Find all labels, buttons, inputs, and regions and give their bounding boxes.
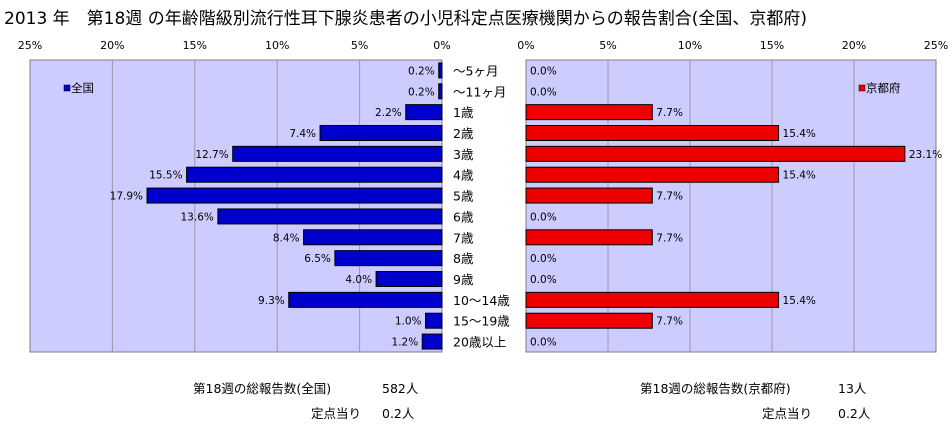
x-tick-label: 0% [433,39,450,52]
category-label: ～11ヶ月 [453,84,506,99]
category-label: 20歳以上 [453,335,506,350]
data-label: 1.0% [395,316,422,328]
data-label: 7.7% [656,316,683,328]
bar [146,187,443,204]
data-label: 7.7% [656,107,683,119]
bar [405,104,443,121]
national-total-label: 第18週の総報告数(全国) [193,381,332,396]
kyoto-chart-panel: 0% 5% 10% 15% 20% 25% 0.0% 0.0% 7.7% 15.4% 23.1% 15… [517,39,948,353]
category-label: ～5ヶ月 [453,63,498,78]
x-tick-label: 20% [100,39,124,52]
national-per-label: 定点当り [311,406,362,421]
data-label: 0.2% [408,65,435,77]
category-labels: ～5ヶ月 ～11ヶ月 1歳 2歳 3歳 4歳 5歳 6歳 7歳 8歳 9歳 10～14歳 15～19歳 2… [453,63,510,349]
legend-label: 全国 [71,81,94,95]
data-label: 15.5% [149,170,182,182]
x-tick-label: 25% [18,39,42,52]
category-label: 5歳 [453,189,474,204]
category-label: 9歳 [453,272,474,287]
data-label: 0.0% [530,211,557,223]
data-label: 17.9% [110,191,143,203]
category-label: 8歳 [453,251,474,266]
bar [525,187,653,204]
x-tick-label: 25% [924,39,948,52]
bar [525,145,906,162]
legend-label: 京都府 [866,81,901,95]
x-tick-label: 15% [760,39,784,52]
kyoto-per-value: 0.2人 [838,406,871,421]
bar [438,62,443,79]
data-label: 9.3% [258,295,285,307]
bar [421,333,443,350]
data-label: 0.0% [530,86,557,98]
data-label: 6.5% [304,253,331,265]
plot-area [525,59,937,353]
bar [232,145,443,162]
bar [288,291,443,308]
kyoto-total-label: 第18週の総報告数(京都府) [640,381,791,396]
legend-swatch [858,84,866,92]
category-label: 7歳 [453,230,474,245]
x-tick-label: 20% [842,39,866,52]
bar [525,104,653,121]
data-label: 4.0% [345,274,372,286]
data-label: 23.1% [909,149,942,161]
data-label: 0.0% [530,337,557,349]
x-tick-label: 15% [183,39,207,52]
bar [217,208,443,225]
data-label: 0.0% [530,65,557,77]
x-tick-label: 10% [265,39,289,52]
kyoto-per-label: 定点当り [762,406,813,421]
category-label: 15～19歳 [453,314,510,329]
bar [319,125,443,141]
category-label: 1歳 [453,105,474,120]
national-chart-panel: 25% 20% 15% 10% 5% 0% 0.2% 0.2% 2.2% 7.4% 12.7% 15.… [18,39,451,353]
data-label: 13.6% [181,211,214,223]
x-tick-label: 10% [678,39,702,52]
category-label: 2歳 [453,126,474,141]
x-tick-label: 0% [517,39,534,52]
data-label: 15.4% [783,128,816,140]
x-tick-label: 5% [351,39,368,52]
bar [525,312,653,329]
x-tick-label: 5% [599,39,616,52]
data-label: 2.2% [375,107,402,119]
bar [438,83,443,100]
bar [525,229,653,246]
kyoto-total-value: 13人 [838,381,867,396]
category-label: 4歳 [453,168,474,183]
category-label: 3歳 [453,147,474,162]
bar [186,166,443,183]
bar [525,291,780,308]
category-label: 6歳 [453,209,474,224]
bar [525,125,780,141]
bar [375,271,443,287]
bar [425,312,443,329]
data-label: 0.0% [530,253,557,265]
national-total-value: 582人 [382,381,419,396]
data-label: 0.2% [408,86,435,98]
data-label: 12.7% [195,149,228,161]
data-label: 7.4% [289,128,316,140]
national-per-value: 0.2人 [382,406,415,421]
legend-swatch [63,84,71,92]
data-label: 15.4% [783,295,816,307]
chart-title: 2013 年 第18週 の年齢階級別流行性耳下腺炎患者の小児科定点医療機関からの… [4,9,807,29]
data-label: 15.4% [783,170,816,182]
data-label: 7.7% [656,232,683,244]
data-label: 7.7% [656,191,683,203]
data-label: 8.4% [273,232,300,244]
bar [303,229,443,246]
data-label: 1.2% [392,337,419,349]
bar [525,166,780,183]
category-label: 10～14歳 [453,293,510,308]
plot-area [29,59,443,353]
bar [334,250,443,267]
data-label: 0.0% [530,274,557,286]
